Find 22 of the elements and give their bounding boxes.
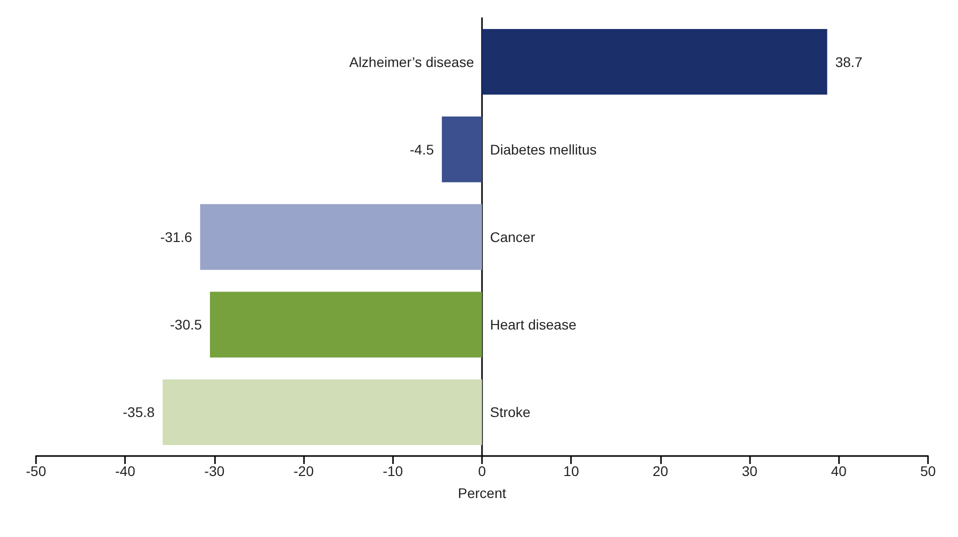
x-tick-label: -30: [204, 463, 225, 479]
data-label: 38.7: [835, 54, 863, 70]
x-tick-label: -20: [293, 463, 314, 479]
x-tick-label: -10: [382, 463, 404, 479]
data-label: -31.6: [160, 229, 192, 245]
y-tick-label: Alzheimer’s disease: [349, 54, 474, 70]
y-tick-label: Heart disease: [490, 316, 577, 333]
y-tick-label: Diabetes mellitus: [490, 141, 597, 158]
y-tick-label: Cancer: [490, 229, 536, 245]
x-tick-label: 0: [478, 463, 486, 479]
x-tick-label: 50: [920, 463, 936, 479]
data-label: -4.5: [410, 141, 434, 158]
data-label: -30.5: [170, 316, 202, 333]
x-tick-label: 20: [652, 463, 668, 479]
y-tick-label: Stroke: [490, 404, 531, 420]
data-label: -35.8: [122, 404, 155, 420]
x-tick-label: 30: [742, 463, 758, 479]
x-tick-label: -40: [115, 463, 136, 479]
x-tick-label: 10: [563, 463, 580, 479]
x-axis-title: Percent: [458, 485, 506, 501]
x-tick-label: -50: [26, 463, 46, 479]
x-tick-label: 40: [831, 463, 847, 479]
